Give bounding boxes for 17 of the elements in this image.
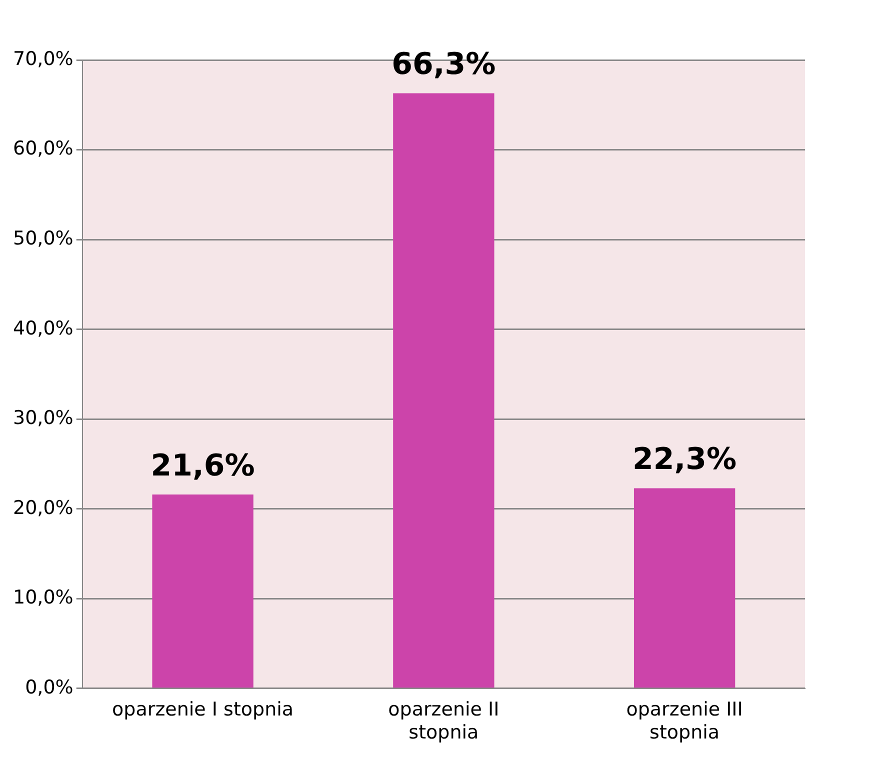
- bar: [634, 488, 736, 688]
- y-tick-label: 70,0%: [13, 48, 74, 70]
- y-tick-label: 30,0%: [13, 407, 74, 430]
- y-tick-label: 20,0%: [13, 496, 74, 519]
- data-label: 66,3%: [392, 47, 496, 82]
- y-tick-label: 0,0%: [25, 676, 74, 698]
- y-tick-label: 50,0%: [13, 227, 74, 250]
- x-tick-label: oparzenie II stopnia: [388, 698, 500, 744]
- y-tick-label: 60,0%: [13, 138, 74, 160]
- data-label: 21,6%: [150, 448, 255, 484]
- bar: [152, 494, 254, 688]
- x-tick-label: oparzenie III stopnia: [626, 698, 743, 744]
- y-tick-label: 40,0%: [13, 317, 74, 340]
- y-tick-label: 10,0%: [13, 586, 74, 609]
- x-tick-label: oparzenie I stopnia: [112, 698, 294, 721]
- data-label: 22,3%: [632, 442, 737, 478]
- bar: [393, 93, 494, 688]
